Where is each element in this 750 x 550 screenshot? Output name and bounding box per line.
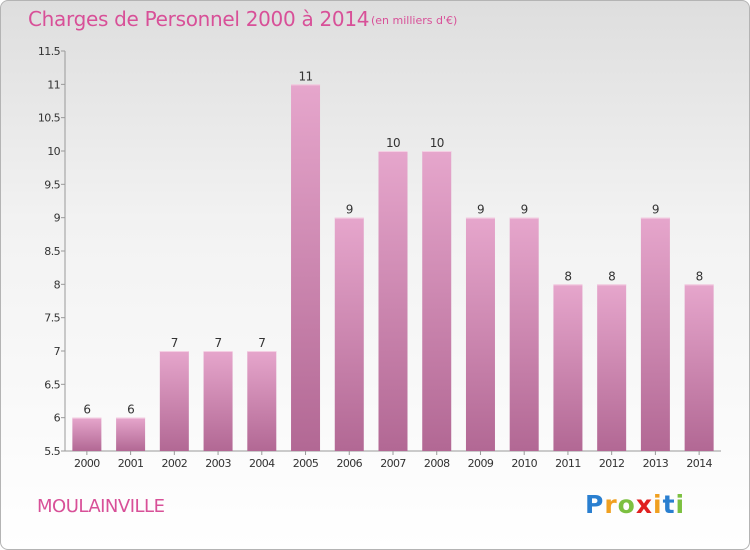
y-tick-label: 5.5 <box>44 445 60 458</box>
proxiti-logo: Proxiti <box>585 490 685 519</box>
x-tick-label: 2011 <box>555 457 581 470</box>
bar <box>422 151 452 451</box>
y-tick-label: 7.5 <box>44 312 60 325</box>
data-label: 8 <box>696 269 703 283</box>
data-label: 7 <box>258 336 265 350</box>
x-tick-label: 2002 <box>162 457 188 470</box>
bar <box>553 284 583 451</box>
x-tick-label: 2003 <box>205 457 231 470</box>
data-label: 8 <box>608 269 615 283</box>
bar <box>159 351 189 451</box>
y-tick-label: 10.5 <box>38 112 61 125</box>
bar <box>640 217 670 451</box>
x-tick-label: 2008 <box>424 457 450 470</box>
y-tick-label: 11 <box>47 78 60 91</box>
y-tick-label: 6 <box>54 412 61 425</box>
bar <box>334 217 364 451</box>
x-tick-label: 2013 <box>643 457 669 470</box>
bar <box>247 351 277 451</box>
x-tick-label: 2001 <box>118 457 144 470</box>
bar <box>291 84 321 451</box>
data-label: 7 <box>171 336 178 350</box>
x-tick-label: 2007 <box>380 457 406 470</box>
x-tick-label: 2000 <box>74 457 100 470</box>
y-tick-label: 10 <box>47 145 60 158</box>
labels-group: 2000 6 2001 6 2002 7 2003 7 2004 7 2005 11 2006 9 2007… <box>74 69 713 470</box>
logo-letter: i <box>675 490 686 519</box>
data-label: 6 <box>83 403 90 417</box>
data-label: 9 <box>521 203 528 217</box>
x-tick-label: 2014 <box>686 457 712 470</box>
logo-letter: t <box>662 490 676 519</box>
y-tick-label: 9.5 <box>44 178 60 191</box>
x-tick-label: 2005 <box>293 457 319 470</box>
y-tick-label: 9 <box>54 212 61 225</box>
bar <box>378 151 408 451</box>
data-label: 9 <box>346 203 353 217</box>
chart-title: Charges de Personnel 2000 à 2014 <box>28 7 370 31</box>
data-label: 10 <box>430 136 444 150</box>
data-label: 8 <box>564 269 571 283</box>
logo-letter: o <box>617 490 636 519</box>
data-label: 9 <box>477 203 484 217</box>
x-tick-label: 2006 <box>336 457 362 470</box>
bar <box>509 217 539 451</box>
logo-letter: x <box>635 490 653 519</box>
x-tick-label: 2009 <box>468 457 494 470</box>
y-tick-label: 6.5 <box>44 378 60 391</box>
logo-letter: r <box>604 490 618 519</box>
data-label: 7 <box>215 336 222 350</box>
bars-group <box>72 84 714 451</box>
data-label: 11 <box>298 69 312 83</box>
bar <box>203 351 233 451</box>
bar <box>116 417 146 451</box>
bar <box>684 284 714 451</box>
data-label: 6 <box>127 403 134 417</box>
logo-letter: i <box>653 490 663 519</box>
y-tick-label: 11.5 <box>38 45 61 58</box>
bar <box>465 217 495 451</box>
y-tick-label: 7 <box>54 345 61 358</box>
data-label: 9 <box>652 203 659 217</box>
bar <box>597 284 627 451</box>
data-label: 10 <box>386 136 400 150</box>
bar <box>72 417 102 451</box>
chart-subtitle: (en milliers d'€) <box>371 14 458 27</box>
x-tick-label: 2004 <box>249 457 275 470</box>
x-tick-label: 2012 <box>599 457 625 470</box>
logo-letter: P <box>585 490 605 519</box>
commune-name: MOULAINVILLE <box>37 496 165 517</box>
y-tick-label: 8.5 <box>44 245 60 258</box>
y-tick-label: 8 <box>54 278 61 291</box>
x-tick-label: 2010 <box>511 457 537 470</box>
